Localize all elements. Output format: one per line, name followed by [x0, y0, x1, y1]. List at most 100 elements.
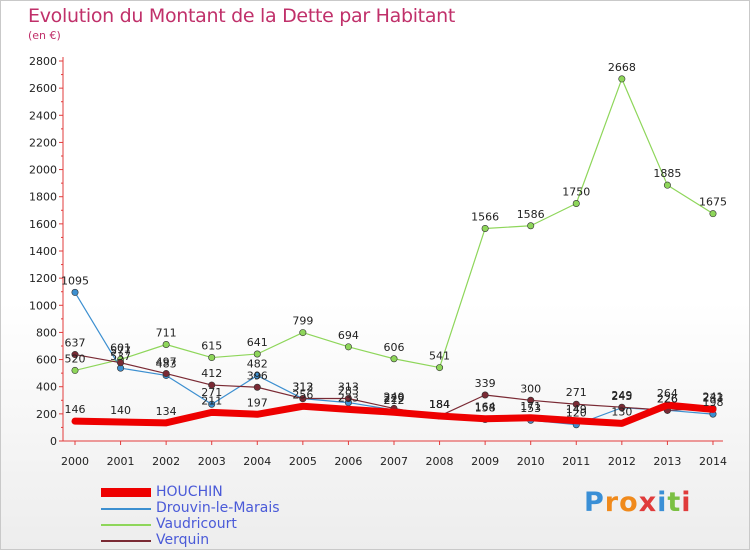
data-point-vaudricourt — [481, 224, 489, 232]
data-point-houchin — [482, 415, 489, 422]
chart-subtitle: (en €) — [28, 29, 61, 42]
data-label-vaudricourt: 1675 — [699, 196, 727, 209]
data-point-verquin — [344, 395, 352, 403]
data-label-drouvin-le-marais: 312 — [292, 381, 313, 394]
data-point-houchin — [72, 418, 78, 425]
data-point-vaudricourt — [162, 341, 170, 349]
data-label-houchin: 211 — [201, 394, 222, 407]
data-label-houchin: 140 — [110, 404, 131, 417]
logo-letter: o — [619, 487, 639, 518]
data-label-verquin: 313 — [338, 381, 359, 394]
data-label-verquin: 637 — [65, 337, 86, 350]
data-label-drouvin-le-marais: 245 — [611, 390, 632, 403]
data-point-verquin — [71, 351, 79, 359]
data-label-vaudricourt: 1750 — [562, 186, 590, 199]
data-point-verquin — [299, 395, 307, 403]
legend-label-vaudricourt: Vaudricourt — [156, 516, 237, 532]
x-tick-label: 2014 — [699, 455, 727, 468]
y-tick-label: 600 — [36, 354, 57, 367]
x-tick-label: 2003 — [198, 455, 226, 468]
data-point-vaudricourt — [527, 222, 535, 230]
data-label-drouvin-le-marais: 271 — [201, 386, 222, 399]
data-label-vaudricourt: 711 — [156, 327, 177, 340]
data-point-houchin — [117, 419, 124, 425]
data-label-verquin: 339 — [475, 377, 496, 390]
data-label-drouvin-le-marais: 120 — [566, 407, 587, 420]
data-point-verquin — [572, 400, 580, 408]
data-label-vaudricourt: 601 — [110, 341, 131, 354]
data-point-vaudricourt — [344, 343, 352, 351]
legend-swatch-houchin — [101, 488, 151, 497]
legend-swatch-verquin — [101, 540, 151, 542]
data-label-vaudricourt: 799 — [292, 315, 313, 328]
y-tick-label: 800 — [36, 326, 57, 339]
data-point-verquin — [253, 383, 261, 391]
data-label-drouvin-le-marais: 483 — [156, 357, 177, 370]
y-tick-label: 1200 — [29, 272, 57, 285]
legend-swatch-drouvin — [101, 508, 151, 510]
x-tick-label: 2011 — [562, 455, 590, 468]
data-label-vaudricourt: 1885 — [653, 167, 681, 180]
x-tick-label: 2009 — [471, 455, 499, 468]
data-label-houchin: 164 — [475, 401, 496, 414]
y-tick-label: 2600 — [29, 82, 57, 95]
y-tick-label: 2400 — [29, 109, 57, 122]
data-label-houchin: 171 — [520, 400, 541, 413]
x-tick-label: 2008 — [426, 455, 454, 468]
data-label-verquin: 396 — [247, 369, 268, 382]
data-label-drouvin-le-marais: 229 — [383, 392, 404, 405]
y-tick-label: 2800 — [29, 55, 57, 68]
x-tick-label: 2012 — [608, 455, 636, 468]
data-point-houchin — [527, 414, 534, 421]
legend-label-houchin: HOUCHIN — [156, 484, 223, 500]
data-label-vaudricourt: 694 — [338, 329, 359, 342]
legend-label-verquin: Verquin — [156, 532, 210, 548]
y-tick-label: 200 — [36, 408, 57, 421]
data-label-verquin: 226 — [657, 392, 678, 405]
data-point-vaudricourt — [253, 350, 261, 358]
y-tick-label: 2200 — [29, 136, 57, 149]
data-point-vaudricourt — [208, 354, 216, 362]
data-point-houchin — [390, 409, 397, 416]
series-layer — [71, 75, 717, 429]
logo-letter: i — [681, 487, 692, 518]
data-label-verquin: 497 — [156, 356, 177, 369]
data-point-vaudricourt — [663, 181, 671, 189]
x-tick-label: 2010 — [517, 455, 545, 468]
data-label-drouvin-le-marais: 198 — [702, 396, 723, 409]
data-point-vaudricourt — [299, 329, 307, 337]
x-tick-label: 2004 — [243, 455, 271, 468]
x-tick-label: 2000 — [61, 455, 89, 468]
data-point-houchin — [345, 406, 352, 413]
y-tick-label: 1400 — [29, 245, 57, 258]
data-point-drouvin-le-marais — [253, 372, 261, 380]
data-point-houchin — [709, 406, 716, 413]
data-point-houchin — [254, 411, 261, 418]
x-tick-label: 2001 — [107, 455, 135, 468]
data-label-houchin: 264 — [657, 387, 678, 400]
data-point-verquin — [208, 381, 216, 389]
data-label-verquin: 249 — [611, 389, 632, 402]
data-label-houchin: 233 — [338, 391, 359, 404]
data-label-houchin: 197 — [247, 396, 268, 409]
y-tick-label: 1800 — [29, 191, 57, 204]
data-label-houchin: 130 — [611, 405, 632, 418]
data-label-verquin: 313 — [292, 381, 313, 394]
y-tick-label: 2000 — [29, 164, 57, 177]
x-tick-label: 2005 — [289, 455, 317, 468]
data-label-vaudricourt: 1586 — [517, 208, 545, 221]
logo-letter: P — [584, 487, 605, 518]
data-point-drouvin-le-marais — [71, 288, 79, 296]
data-label-drouvin-le-marais: 184 — [429, 398, 450, 411]
logo-letter: x — [638, 487, 658, 518]
data-point-vaudricourt — [390, 355, 398, 363]
x-tick-label: 2002 — [152, 455, 180, 468]
data-label-vaudricourt: 641 — [247, 336, 268, 349]
data-label-vaudricourt: 541 — [429, 350, 450, 363]
data-label-vaudricourt: 2668 — [608, 61, 636, 74]
data-labels: 520 601 711 615 641 799 694 606 541 1566 1586 1750 2… — [61, 61, 727, 420]
data-point-houchin — [618, 420, 625, 427]
data-label-houchin: 256 — [292, 388, 313, 401]
data-label-houchin: 233 — [702, 391, 723, 404]
